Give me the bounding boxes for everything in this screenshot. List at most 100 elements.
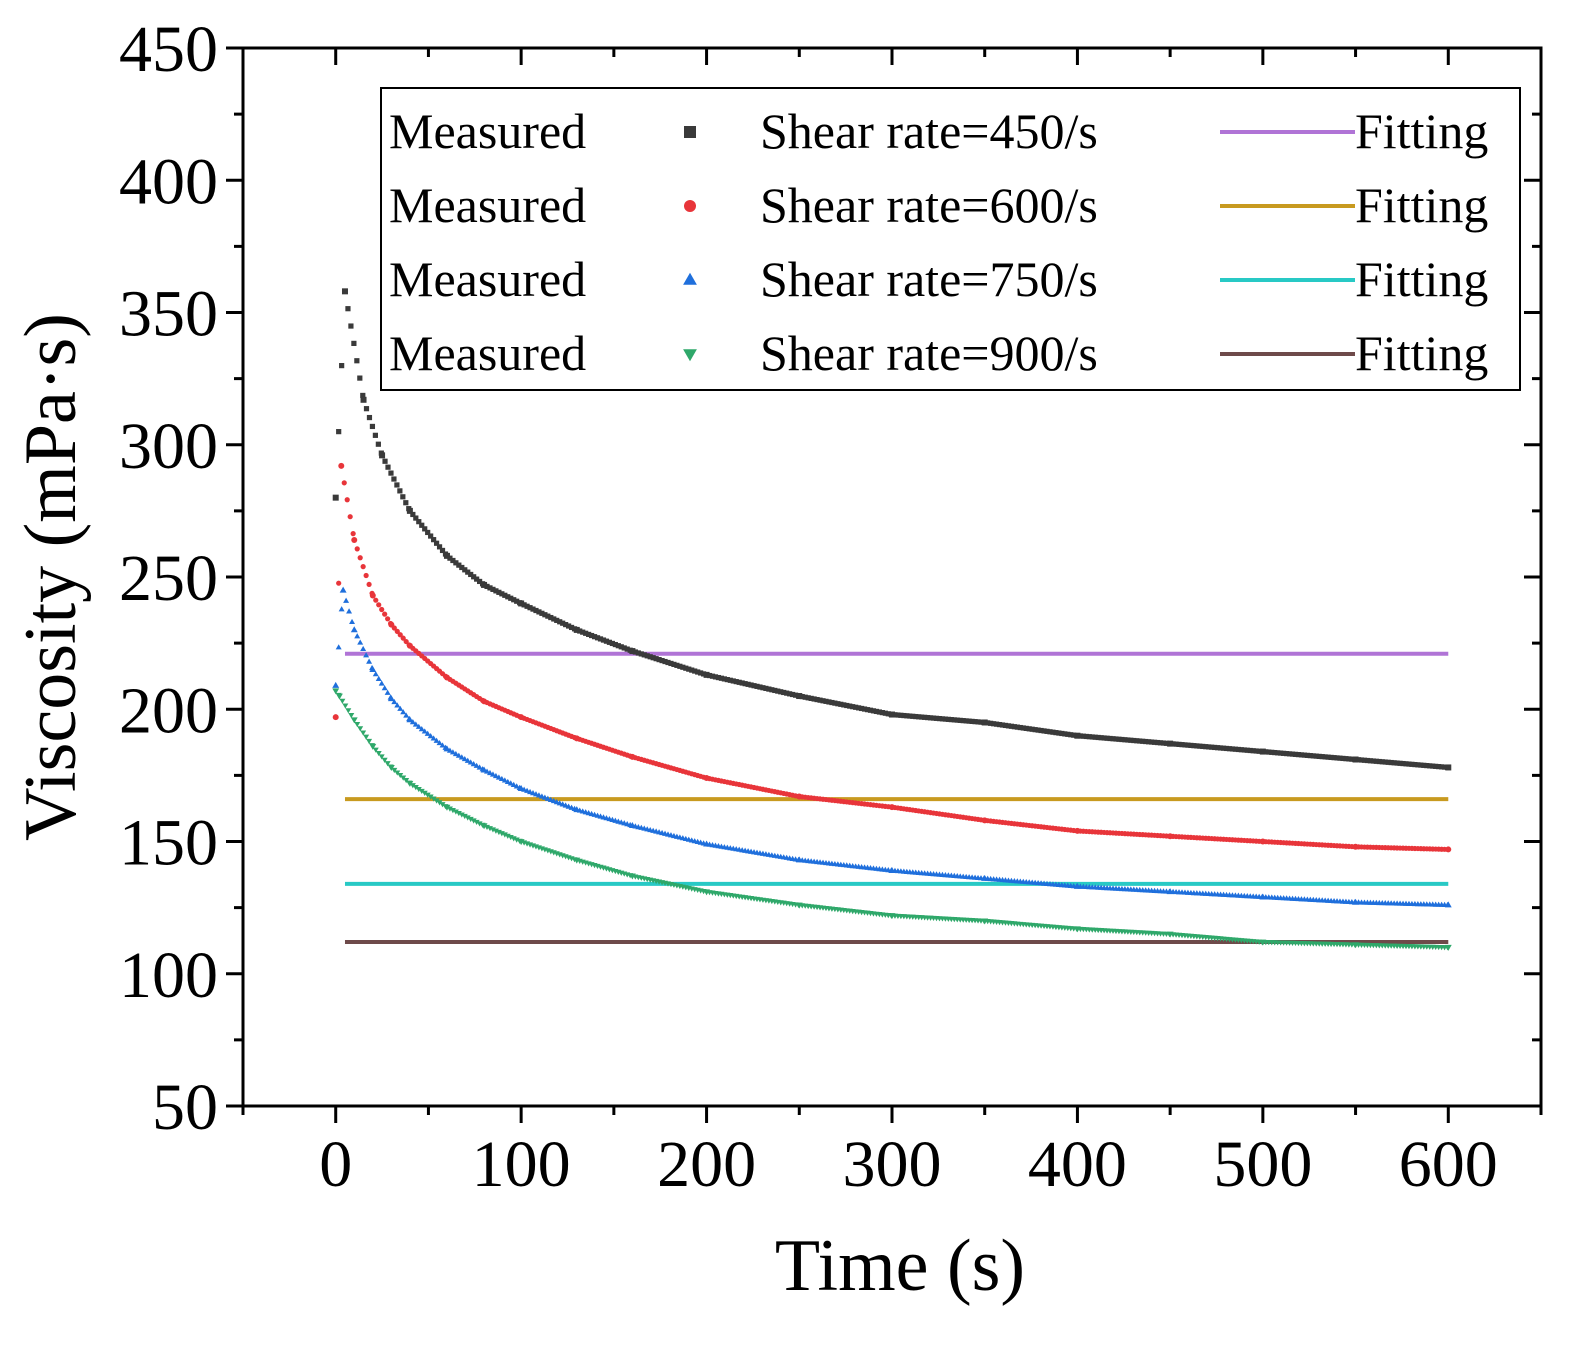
data-point <box>1346 756 1352 762</box>
series-points <box>332 586 1452 908</box>
data-point <box>510 781 517 787</box>
data-point <box>1071 732 1077 738</box>
data-point <box>885 711 891 717</box>
data-point <box>919 714 925 720</box>
data-point <box>1328 754 1334 761</box>
x-tick-label: 400 <box>1028 1128 1127 1201</box>
data-point <box>443 804 451 811</box>
data-point <box>907 713 913 719</box>
data-point <box>721 676 727 682</box>
data-point <box>1427 763 1433 769</box>
data-point <box>470 818 477 824</box>
legend-series-name: Shear rate=750/s <box>760 251 1098 307</box>
data-point <box>338 462 345 469</box>
data-point <box>1269 749 1275 755</box>
data-point <box>1373 758 1379 764</box>
data-point <box>1340 755 1346 762</box>
data-point <box>668 660 674 667</box>
data-point <box>433 737 440 743</box>
data-point <box>910 713 916 719</box>
data-point <box>360 564 366 570</box>
data-point <box>1259 748 1266 755</box>
data-point <box>1394 760 1400 766</box>
data-point <box>1194 743 1200 749</box>
data-point <box>870 708 877 714</box>
data-point <box>458 754 465 760</box>
legend-marker <box>684 126 696 138</box>
data-point <box>391 476 397 482</box>
data-point <box>1316 753 1322 759</box>
data-point <box>1182 742 1188 748</box>
series-points <box>332 462 1452 853</box>
data-point <box>1157 740 1164 746</box>
legend-measured-label: Measured <box>389 177 586 233</box>
data-point <box>348 712 355 719</box>
data-point <box>841 702 847 708</box>
data-point <box>489 771 496 777</box>
data-point <box>1215 745 1221 751</box>
data-point <box>975 719 981 725</box>
data-point <box>1292 751 1299 757</box>
data-point <box>1014 724 1020 730</box>
data-point <box>698 670 704 676</box>
data-point <box>336 429 342 435</box>
x-tick-label: 200 <box>657 1128 756 1201</box>
data-point <box>1418 762 1424 768</box>
data-point <box>1146 739 1152 745</box>
data-point <box>349 618 356 625</box>
data-point <box>430 735 437 741</box>
data-point <box>360 730 367 736</box>
data-point <box>419 522 425 528</box>
data-point <box>360 396 367 403</box>
data-point <box>999 722 1006 728</box>
data-point <box>954 717 960 723</box>
y-tick-label: 50 <box>152 1071 218 1144</box>
data-point <box>473 762 480 768</box>
data-point <box>471 574 477 580</box>
data-point <box>385 616 391 622</box>
data-point <box>560 620 566 626</box>
data-point <box>618 644 624 650</box>
data-point <box>360 392 366 399</box>
data-point <box>439 742 446 748</box>
data-point <box>1143 738 1149 745</box>
data-point <box>406 716 414 723</box>
data-point <box>853 704 859 710</box>
data-point <box>343 597 350 603</box>
data-point <box>452 809 459 815</box>
data-point <box>1068 732 1074 738</box>
data-point <box>1247 747 1253 754</box>
data-point <box>1080 733 1086 739</box>
legend-measured-label: Measured <box>389 103 586 159</box>
data-point <box>394 482 400 488</box>
data-point <box>1388 759 1394 766</box>
data-point <box>805 695 811 701</box>
data-point <box>394 702 401 708</box>
data-point <box>369 665 377 672</box>
data-point <box>1433 763 1439 769</box>
data-point <box>922 714 928 720</box>
data-point <box>659 657 665 664</box>
y-tick-label: 200 <box>119 674 218 747</box>
data-point <box>650 655 656 661</box>
data-point <box>1235 746 1241 753</box>
data-point <box>1391 760 1397 766</box>
data-point <box>384 689 391 695</box>
data-point <box>1229 746 1236 752</box>
data-point <box>394 770 401 776</box>
data-point <box>533 607 539 614</box>
data-point <box>473 819 480 826</box>
data-point <box>832 700 838 706</box>
data-point <box>502 592 508 598</box>
data-point <box>930 715 937 721</box>
data-point <box>551 616 557 622</box>
data-point <box>391 698 398 705</box>
data-point <box>391 767 398 774</box>
data-point <box>1104 735 1110 741</box>
data-point <box>1445 846 1452 853</box>
data-point <box>913 713 919 720</box>
data-point <box>689 667 695 673</box>
data-point <box>864 707 871 713</box>
data-point <box>730 678 736 684</box>
data-point <box>459 564 465 571</box>
